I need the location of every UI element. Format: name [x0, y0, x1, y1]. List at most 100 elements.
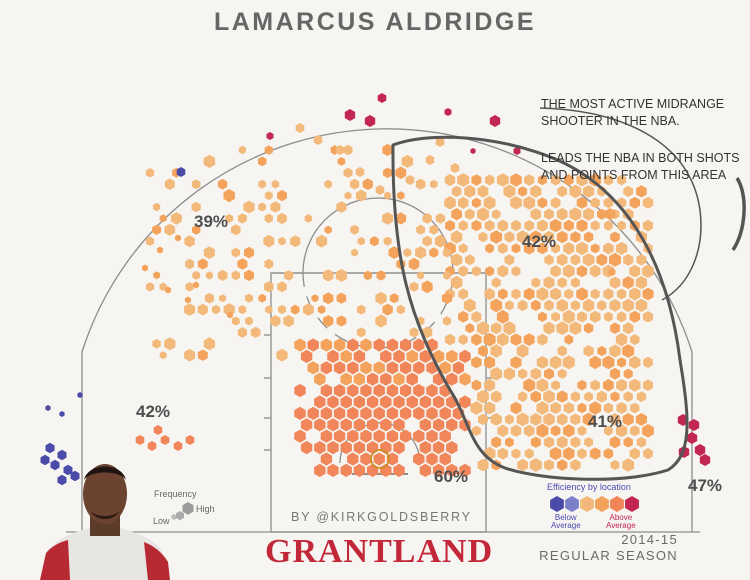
shot-hex: [471, 174, 482, 186]
shot-hex: [569, 207, 582, 222]
shot-hex: [516, 344, 529, 358]
shot-hex: [426, 452, 438, 466]
three-point-line: [81, 128, 693, 532]
shot-hex: [278, 304, 286, 315]
shot-hex: [335, 268, 347, 282]
shot-hex: [192, 224, 201, 235]
shot-hex: [197, 349, 208, 361]
shot-hex: [511, 243, 521, 254]
shot-hex: [45, 405, 51, 411]
shot-hex: [471, 379, 482, 391]
shot-hex: [364, 115, 376, 127]
player-photo: [40, 464, 170, 580]
shot-hex: [617, 357, 627, 368]
shot-hex: [197, 258, 208, 270]
shot-hex: [518, 186, 528, 197]
shot-hex: [616, 288, 627, 300]
shot-hex: [203, 246, 215, 259]
shot-hex: [327, 418, 339, 432]
shot-hex: [432, 441, 445, 455]
shot-hex: [205, 271, 213, 280]
shot-hex: [478, 345, 488, 357]
shot-hex: [340, 441, 352, 455]
shot-hex: [570, 231, 581, 243]
shot-hex: [583, 207, 595, 221]
shot-hex: [477, 185, 489, 198]
shot-hex: [366, 441, 379, 455]
zone-label: 39%: [194, 212, 229, 231]
shot-hex: [393, 463, 405, 477]
shot-hex: [596, 390, 607, 403]
shot-hex: [458, 265, 468, 277]
shot-hex: [589, 355, 601, 370]
frequency-legend-title: Frequency: [154, 489, 197, 499]
shot-hex: [231, 316, 240, 326]
shot-hex: [314, 372, 326, 386]
shot-hex: [353, 441, 366, 455]
shot-hex: [413, 338, 425, 352]
shot-hex: [419, 418, 432, 432]
shot-hex: [320, 384, 333, 398]
above-label-line: Average: [606, 521, 636, 530]
shot-hex: [471, 425, 481, 436]
shot-hex: [450, 253, 463, 267]
shot-hex: [444, 173, 456, 187]
shot-hex: [470, 148, 476, 154]
shot-hex: [609, 413, 621, 426]
shot-hex: [340, 372, 352, 386]
shot-hex: [432, 395, 445, 409]
annotation-line: AND POINTS FROM THIS AREA: [541, 168, 727, 182]
shot-hex: [317, 305, 326, 314]
shot-hex: [63, 464, 73, 476]
shot-hex: [276, 348, 288, 362]
shot-hex: [603, 288, 614, 300]
shot-hex: [491, 436, 502, 448]
shot-hex: [603, 242, 614, 255]
shot-hex: [355, 167, 365, 177]
shot-hex: [77, 392, 83, 398]
shot-hex: [511, 448, 521, 459]
shot-hex: [582, 253, 595, 267]
shot-hex: [642, 424, 654, 438]
shot-hex: [263, 234, 275, 248]
shot-hex: [270, 315, 281, 327]
shot-hex: [629, 447, 640, 460]
shot-hex: [589, 264, 601, 278]
shot-hex: [373, 384, 385, 398]
shot-hex: [510, 333, 522, 346]
shot-hex: [45, 442, 55, 454]
below-label-line: Below: [554, 513, 577, 522]
shot-hex: [544, 368, 554, 380]
shot-hex: [386, 338, 399, 352]
shot-hex: [530, 367, 542, 380]
shot-hex: [485, 243, 494, 254]
shot-hex: [294, 429, 306, 443]
shot-hex: [446, 463, 458, 477]
shot-hex: [623, 322, 634, 335]
shot-hex: [583, 322, 594, 334]
shot-hex: [478, 231, 488, 243]
shot-hex: [563, 242, 575, 255]
shot-hex: [524, 448, 534, 459]
shot-hex: [643, 379, 653, 391]
shot-hex: [497, 332, 509, 347]
season-label: REGULAR SEASON: [539, 548, 678, 563]
shot-hex: [623, 368, 633, 379]
shot-hex: [294, 338, 306, 352]
shot-hex: [457, 173, 470, 187]
shot-hex: [636, 391, 647, 402]
shot-hex: [432, 349, 445, 363]
shot-hex: [333, 384, 346, 398]
shot-hex: [543, 436, 555, 448]
shot-hex: [582, 412, 595, 427]
shot-hex: [642, 196, 654, 209]
shot-hex: [537, 311, 547, 322]
shot-hex: [590, 197, 600, 209]
shot-hex: [277, 189, 287, 202]
annotation-brace: [731, 177, 746, 251]
shot-hex: [530, 436, 541, 448]
shot-hex: [408, 257, 420, 271]
shot-hex: [622, 458, 635, 472]
shot-hex: [258, 179, 266, 189]
shot-hex: [425, 155, 435, 165]
